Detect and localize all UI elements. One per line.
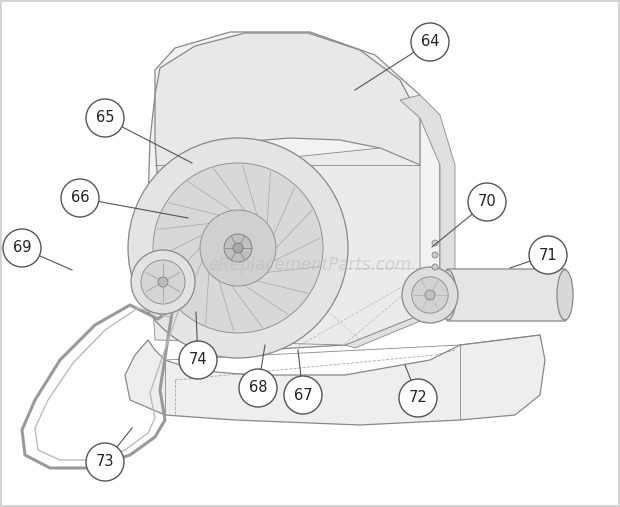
Text: 72: 72 (409, 390, 427, 406)
Text: 64: 64 (421, 34, 439, 50)
Circle shape (432, 240, 438, 246)
Text: 73: 73 (95, 454, 114, 469)
Circle shape (179, 341, 217, 379)
Circle shape (233, 243, 243, 253)
Circle shape (411, 23, 449, 61)
Text: eReplacementParts.com: eReplacementParts.com (208, 256, 412, 274)
Text: 69: 69 (13, 240, 31, 256)
Circle shape (86, 99, 124, 137)
Polygon shape (150, 148, 420, 345)
Circle shape (432, 264, 438, 270)
Circle shape (153, 163, 323, 333)
Circle shape (86, 443, 124, 481)
Ellipse shape (440, 270, 456, 320)
Circle shape (468, 183, 506, 221)
Circle shape (158, 277, 168, 287)
Text: 66: 66 (71, 191, 89, 205)
Polygon shape (125, 335, 545, 425)
FancyBboxPatch shape (447, 269, 566, 321)
Polygon shape (155, 33, 420, 188)
Circle shape (399, 379, 437, 417)
Text: 71: 71 (539, 247, 557, 263)
Polygon shape (345, 95, 455, 348)
Circle shape (61, 179, 99, 217)
Circle shape (529, 236, 567, 274)
Circle shape (432, 252, 438, 258)
Circle shape (141, 260, 185, 304)
Circle shape (224, 234, 252, 262)
Circle shape (239, 369, 277, 407)
Circle shape (3, 229, 41, 267)
Text: 65: 65 (95, 111, 114, 126)
Polygon shape (148, 32, 440, 350)
Circle shape (412, 277, 448, 313)
Text: 74: 74 (188, 352, 207, 368)
Circle shape (402, 267, 458, 323)
Circle shape (131, 250, 195, 314)
Text: 68: 68 (249, 380, 267, 395)
Circle shape (200, 210, 276, 286)
Text: 67: 67 (294, 387, 312, 403)
Ellipse shape (557, 270, 573, 320)
Text: 70: 70 (477, 195, 497, 209)
Circle shape (128, 138, 348, 358)
Circle shape (425, 290, 435, 300)
Circle shape (284, 376, 322, 414)
